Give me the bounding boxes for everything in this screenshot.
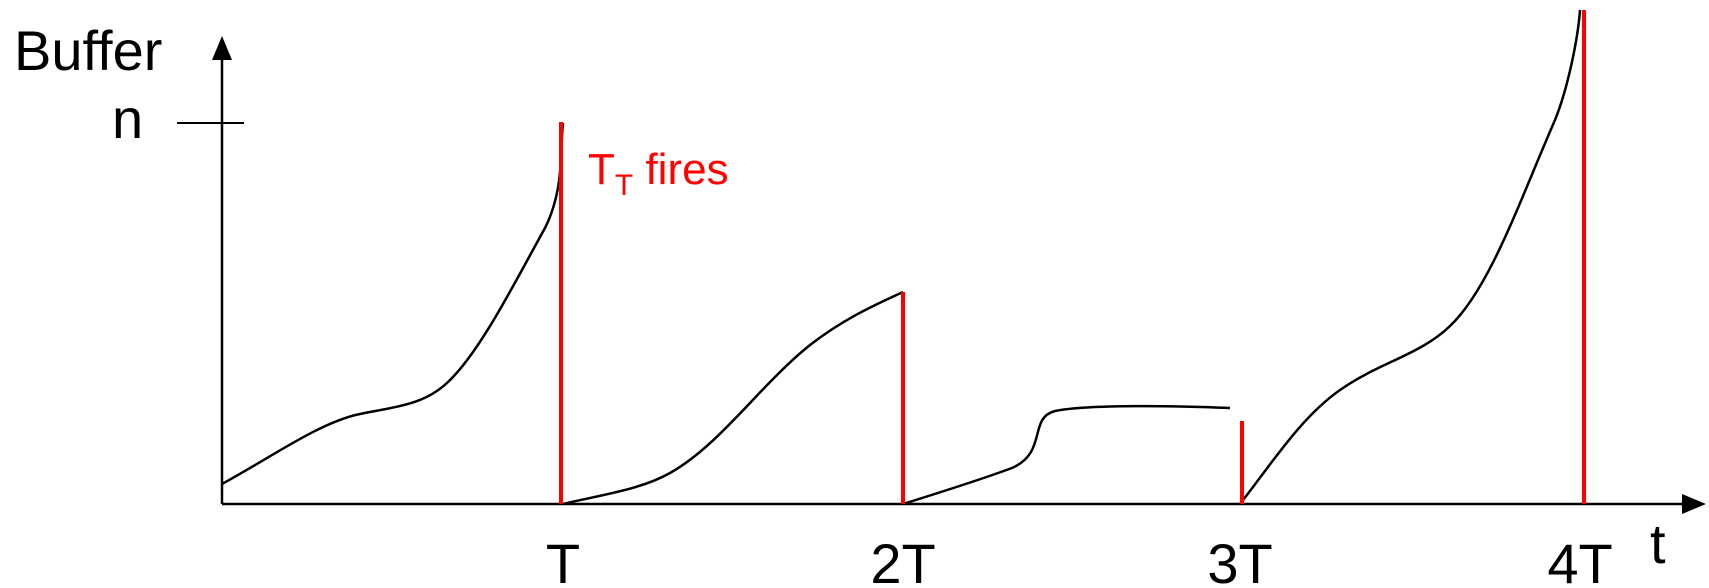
y-axis-arrowhead bbox=[212, 36, 232, 60]
x-axis-label: t bbox=[1650, 512, 1666, 575]
x-axis-arrowhead bbox=[1682, 494, 1706, 514]
buffer-curve-4 bbox=[1239, 9, 1582, 505]
buffer-curve-1 bbox=[221, 122, 565, 486]
x-tick-label-T: T bbox=[546, 532, 580, 588]
trigger-annotation: TT fires bbox=[588, 145, 729, 202]
annotation-subscript: T bbox=[615, 169, 633, 202]
x-tick-label-4T: 4T bbox=[1547, 532, 1612, 588]
buffer-curve-3 bbox=[902, 404, 1231, 506]
y-axis-label: Buffer bbox=[14, 19, 162, 82]
buffer-curve-2 bbox=[562, 290, 904, 506]
x-tick-label-2T: 2T bbox=[870, 532, 935, 588]
annotation-suffix: fires bbox=[633, 145, 728, 194]
n-tick-label: n bbox=[112, 87, 143, 150]
annotation-main: T bbox=[588, 145, 615, 194]
x-tick-label-3T: 3T bbox=[1207, 532, 1272, 588]
